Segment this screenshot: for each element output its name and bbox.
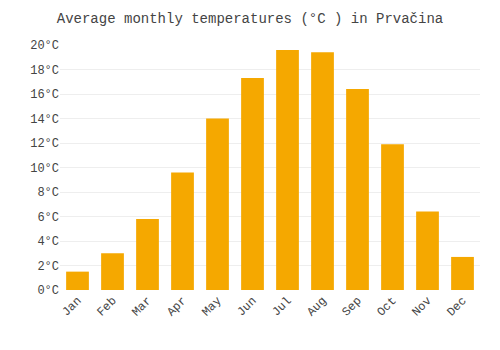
svg-text:8°C: 8°C xyxy=(37,186,59,200)
svg-text:Average monthly temperatures (: Average monthly temperatures (°C ) in Pr… xyxy=(57,11,443,27)
svg-text:Oct: Oct xyxy=(374,294,399,319)
svg-text:May: May xyxy=(199,294,224,319)
svg-text:Mar: Mar xyxy=(129,294,154,319)
svg-text:Jan: Jan xyxy=(59,294,84,319)
svg-text:14°C: 14°C xyxy=(30,113,59,127)
svg-text:Jul: Jul xyxy=(269,294,294,319)
svg-text:0°C: 0°C xyxy=(37,284,59,298)
svg-text:16°C: 16°C xyxy=(30,88,59,102)
svg-text:6°C: 6°C xyxy=(37,211,59,225)
svg-text:Apr: Apr xyxy=(164,294,189,319)
svg-text:Sep: Sep xyxy=(339,294,364,319)
svg-text:12°C: 12°C xyxy=(30,137,59,151)
svg-text:Nov: Nov xyxy=(409,294,434,319)
svg-text:Feb: Feb xyxy=(94,294,119,319)
svg-text:Jun: Jun xyxy=(234,294,259,319)
svg-text:2°C: 2°C xyxy=(37,260,59,274)
svg-text:10°C: 10°C xyxy=(30,162,59,176)
svg-text:Dec: Dec xyxy=(444,294,469,319)
svg-text:Aug: Aug xyxy=(304,294,329,319)
svg-text:18°C: 18°C xyxy=(30,64,59,78)
svg-text:20°C: 20°C xyxy=(30,39,59,53)
svg-text:4°C: 4°C xyxy=(37,235,59,249)
